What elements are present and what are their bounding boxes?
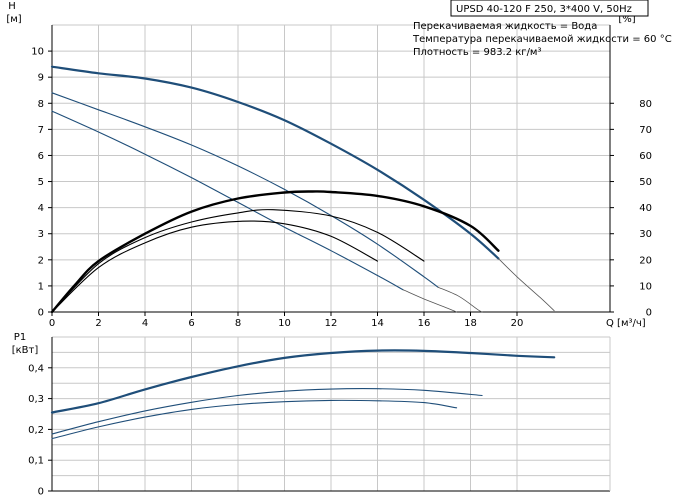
y2-tick-label: 30 (639, 229, 652, 240)
x-tick-label: 16 (418, 318, 431, 329)
y-tick-label: 2 (38, 255, 44, 266)
y-tick-label: 6 (38, 151, 44, 162)
x-tick-label: 6 (188, 318, 194, 329)
x-tick-label: 12 (325, 318, 338, 329)
y2-tick-label: 50 (639, 177, 652, 188)
y-tick-label: 3 (38, 229, 44, 240)
y-tick-label: 5 (38, 177, 44, 188)
y2-tick-label: 70 (639, 125, 652, 136)
efficiency-curve-6 (50, 190, 500, 314)
y-tick-label: 0,1 (28, 456, 44, 467)
y-tick-label: 0 (38, 308, 44, 319)
y2-tick-label: 10 (639, 281, 652, 292)
y-tick-label: 8 (38, 99, 44, 110)
y-axis-label: P1 (14, 332, 26, 343)
x-axis-label: Q [м³/ч] (606, 318, 646, 329)
y-axis-unit: [м] (6, 14, 21, 25)
y2-tick-label: 80 (639, 99, 652, 110)
x-tick-label: 2 (95, 318, 101, 329)
y2-axis-unit: [%] (618, 14, 635, 25)
x-tick-label: 14 (371, 318, 384, 329)
y-tick-label: 9 (38, 73, 44, 84)
chart-note: Температура перекачиваемой жидкости = 60… (412, 34, 672, 45)
x-tick-label: 20 (511, 318, 524, 329)
y-tick-label: 4 (38, 203, 44, 214)
title-box (450, 0, 649, 17)
power-curve-2 (51, 399, 458, 440)
x-tick-label: 10 (278, 318, 291, 329)
power-curve-0 (50, 349, 556, 414)
y-tick-label: 10 (31, 47, 44, 58)
y2-tick-label: 60 (639, 151, 652, 162)
y2-tick-label: 20 (639, 255, 652, 266)
head-curve-3 (437, 286, 483, 313)
y-tick-label: 1 (38, 281, 44, 292)
x-tick-label: 0 (49, 318, 55, 329)
head-curve-4 (51, 110, 404, 291)
efficiency-curve-7 (51, 209, 425, 313)
y-tick-label: 0 (38, 487, 44, 498)
chart-note: Перекачиваемая жидкость = Вода (413, 21, 597, 32)
y2-tick-label: 0 (646, 308, 652, 319)
power-curve-1 (51, 388, 483, 435)
y-tick-label: 0,2 (28, 425, 44, 436)
head-curve-5 (402, 289, 457, 313)
x-tick-label: 8 (235, 318, 241, 329)
y-axis-unit: [кВт] (12, 345, 39, 356)
x-tick-label: 4 (142, 318, 148, 329)
y-axis-label: H (8, 1, 16, 12)
head-curve-1 (498, 258, 555, 312)
x-tick-label: 18 (464, 318, 477, 329)
y2-tick-label: 40 (639, 203, 652, 214)
y-tick-label: 0,4 (28, 363, 44, 374)
head-curve-0 (50, 65, 500, 260)
efficiency-curve-8 (51, 220, 379, 313)
chart-note: Плотность = 983.2 кг/м³ (413, 47, 542, 58)
y-tick-label: 0,3 (28, 394, 44, 405)
chart-title: UPSD 40-120 F 250, 3*400 V, 50Hz (456, 4, 632, 15)
y-tick-label: 7 (38, 125, 44, 136)
head-curve-2 (51, 92, 439, 288)
